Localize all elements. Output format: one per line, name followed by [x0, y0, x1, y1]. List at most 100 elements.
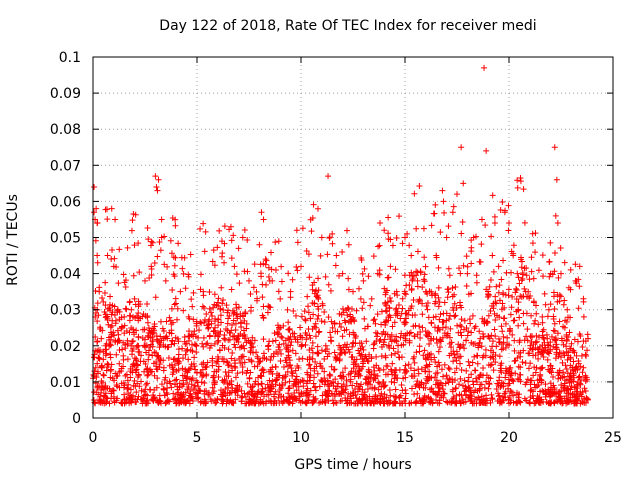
data-point [345, 275, 352, 282]
data-point [254, 363, 261, 370]
data-point [505, 202, 512, 209]
data-point [95, 312, 102, 319]
data-point [381, 391, 388, 398]
data-point [104, 252, 111, 259]
data-point [286, 385, 293, 392]
data-point [356, 385, 363, 392]
data-point [463, 283, 470, 290]
data-point [298, 313, 305, 320]
data-point [388, 298, 395, 305]
data-point [104, 395, 111, 402]
data-point [441, 299, 448, 306]
data-point [460, 262, 467, 269]
data-point [443, 317, 450, 324]
data-point [428, 320, 435, 327]
data-point [443, 398, 450, 405]
data-point [452, 385, 459, 392]
data-point [472, 367, 479, 374]
data-point [554, 298, 561, 305]
data-point [222, 392, 229, 399]
data-point [453, 305, 460, 312]
data-point [332, 399, 339, 406]
data-point [551, 328, 558, 335]
data-point [276, 386, 283, 393]
data-point [360, 277, 367, 284]
data-point [119, 346, 126, 353]
data-point [94, 219, 101, 226]
data-point [282, 379, 289, 386]
data-point [98, 335, 105, 342]
data-point [137, 352, 144, 359]
data-point [100, 372, 107, 379]
data-point [370, 364, 377, 371]
data-point [94, 259, 101, 266]
data-point [285, 390, 292, 397]
y-tick-label: 0.09 [50, 86, 81, 102]
data-point [156, 239, 163, 246]
data-point [551, 384, 558, 391]
data-point [204, 359, 211, 366]
data-point [353, 380, 360, 387]
data-point [333, 252, 340, 259]
data-point [510, 252, 517, 259]
data-point [246, 375, 253, 382]
data-point [452, 283, 459, 290]
data-point [259, 398, 266, 405]
data-point [258, 209, 265, 216]
data-point [584, 347, 591, 354]
data-point [536, 334, 543, 341]
data-point [123, 306, 130, 313]
data-point [547, 270, 554, 277]
data-point [216, 347, 223, 354]
data-point [468, 329, 475, 336]
data-point [127, 386, 134, 393]
data-point [329, 240, 336, 247]
data-point [540, 353, 547, 360]
data-point [265, 342, 272, 349]
data-point [286, 399, 293, 406]
data-point [108, 333, 115, 340]
data-point [191, 354, 198, 361]
data-point [343, 377, 350, 384]
data-point [568, 340, 575, 347]
data-point [108, 366, 115, 373]
data-point [247, 308, 254, 315]
data-point [432, 374, 439, 381]
data-point [228, 255, 235, 262]
data-point [361, 265, 368, 272]
data-point [468, 260, 475, 267]
data-point [438, 366, 445, 373]
data-point [416, 323, 423, 330]
data-point [145, 347, 152, 354]
data-point [400, 341, 407, 348]
data-point [385, 230, 392, 237]
data-point [229, 367, 236, 374]
data-point [505, 382, 512, 389]
data-point [363, 355, 370, 362]
data-point [470, 234, 477, 241]
data-point [305, 251, 312, 258]
data-point [149, 330, 156, 337]
data-point [258, 367, 265, 374]
data-point [515, 306, 522, 313]
data-point [217, 312, 224, 319]
data-point [260, 336, 267, 343]
data-point [210, 247, 217, 254]
data-point [363, 376, 370, 383]
data-point [218, 319, 225, 326]
data-point [253, 288, 260, 295]
data-point [402, 291, 409, 298]
data-point [311, 384, 318, 391]
data-point [189, 303, 196, 310]
data-point [182, 285, 189, 292]
data-point [553, 176, 560, 183]
data-point [169, 364, 176, 371]
data-point [440, 373, 447, 380]
data-point [415, 298, 422, 305]
data-point [208, 309, 215, 316]
data-point [124, 386, 131, 393]
data-point [222, 336, 229, 343]
data-point [256, 358, 263, 365]
data-point [431, 324, 438, 331]
data-point [229, 321, 236, 328]
